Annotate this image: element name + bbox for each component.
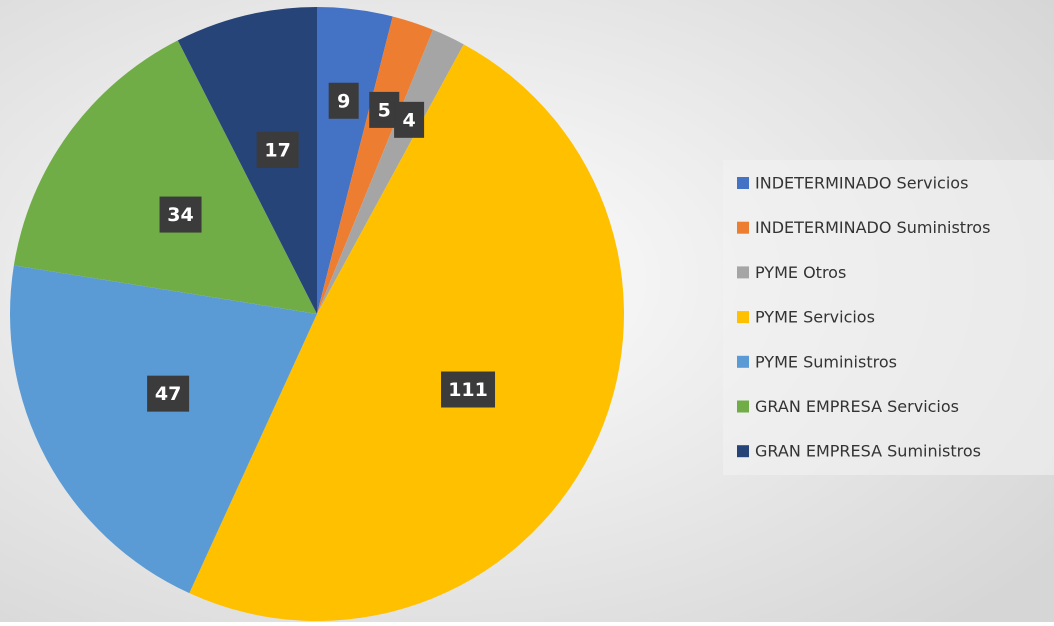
pie-slice bbox=[177, 7, 317, 314]
data-label-box bbox=[147, 375, 190, 412]
legend-swatch bbox=[737, 266, 749, 279]
data-label-box bbox=[441, 371, 496, 408]
data-label: 47 bbox=[155, 383, 181, 405]
data-label: 4 bbox=[402, 109, 415, 131]
pie-slice bbox=[317, 16, 434, 315]
legend-label: PYME Servicios bbox=[755, 308, 875, 327]
legend-label: PYME Otros bbox=[755, 263, 846, 282]
legend-swatch bbox=[737, 177, 749, 189]
data-label-box bbox=[256, 131, 299, 168]
data-label: 34 bbox=[167, 204, 193, 226]
legend-label: INDETERMINADO Suministros bbox=[755, 218, 990, 237]
pie-slice bbox=[9, 265, 318, 594]
pie-slice bbox=[189, 44, 625, 621]
legend-swatch bbox=[737, 400, 749, 413]
data-label-box bbox=[328, 82, 359, 119]
data-label-box bbox=[394, 101, 425, 138]
data-label: 17 bbox=[264, 139, 290, 161]
legend-box bbox=[723, 160, 1054, 475]
legend-label: INDETERMINADO Servicios bbox=[755, 174, 968, 193]
data-label: 9 bbox=[337, 90, 350, 112]
legend-swatch bbox=[737, 311, 749, 324]
data-label: 5 bbox=[378, 99, 391, 121]
legend-label: PYME Suministros bbox=[755, 352, 897, 371]
legend-swatch bbox=[737, 445, 749, 458]
legend-swatch bbox=[737, 221, 749, 234]
legend-label: GRAN EMPRESA Suministros bbox=[755, 442, 981, 461]
pie-slice bbox=[13, 40, 317, 314]
data-label: 111 bbox=[448, 379, 488, 401]
legend-label: GRAN EMPRESA Servicios bbox=[755, 397, 959, 416]
data-label-box bbox=[159, 196, 202, 233]
pie-slice bbox=[317, 29, 464, 314]
legend-swatch bbox=[737, 355, 749, 368]
